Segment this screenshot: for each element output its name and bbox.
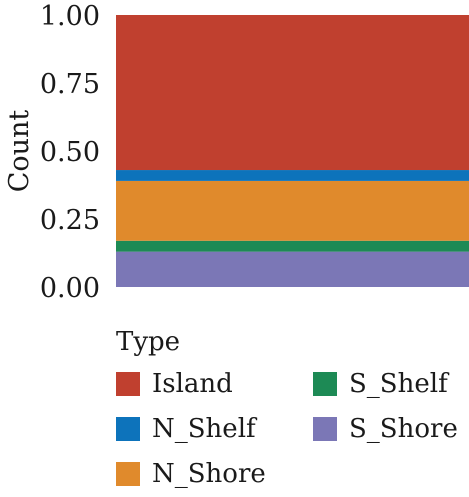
legend-swatch-s-shore [313, 417, 337, 441]
y-axis-title: Count [4, 110, 35, 193]
y-tick-label: 0.00 [40, 273, 100, 304]
y-tick-label: 0.75 [40, 69, 100, 100]
legend-item-n-shelf: N_Shelf [116, 409, 256, 449]
legend-label-island: Island [152, 369, 233, 399]
y-axis-ticks: 0.00 0.25 0.50 0.75 1.00 [40, 1, 100, 304]
legend-swatch-n-shelf [116, 417, 140, 441]
legend-title: Type [116, 327, 181, 357]
bar-segment-s-shelf [116, 240, 469, 252]
bar-segment-island [116, 15, 469, 171]
y-tick-label: 0.25 [40, 205, 100, 236]
bar-segments [116, 15, 469, 287]
bar-segment-n-shelf [116, 170, 469, 181]
legend-label-s-shore: S_Shore [349, 414, 458, 444]
bar-segment-s-shore [116, 251, 469, 287]
legend-item-s-shore: S_Shore [313, 409, 458, 449]
legend-swatch-s-shelf [313, 372, 337, 396]
bar-segment-n-shore [116, 180, 469, 241]
legend-item-island: Island [116, 364, 233, 404]
y-axis-title-group: Count [4, 110, 35, 193]
y-tick-label: 1.00 [40, 1, 100, 32]
legend-swatch-n-shore [116, 462, 140, 486]
y-tick-label: 0.50 [40, 137, 100, 168]
legend-label-n-shore: N_Shore [152, 459, 266, 489]
legend-swatch-island [116, 372, 140, 396]
legend-label-n-shelf: N_Shelf [152, 414, 256, 444]
legend-item-n-shore: N_Shore [116, 454, 266, 494]
legend-label-s-shelf: S_Shelf [349, 369, 448, 399]
legend-item-s-shelf: S_Shelf [313, 364, 448, 404]
legend: Island N_Shelf N_Shore S_Shelf S_Shore [116, 364, 469, 497]
